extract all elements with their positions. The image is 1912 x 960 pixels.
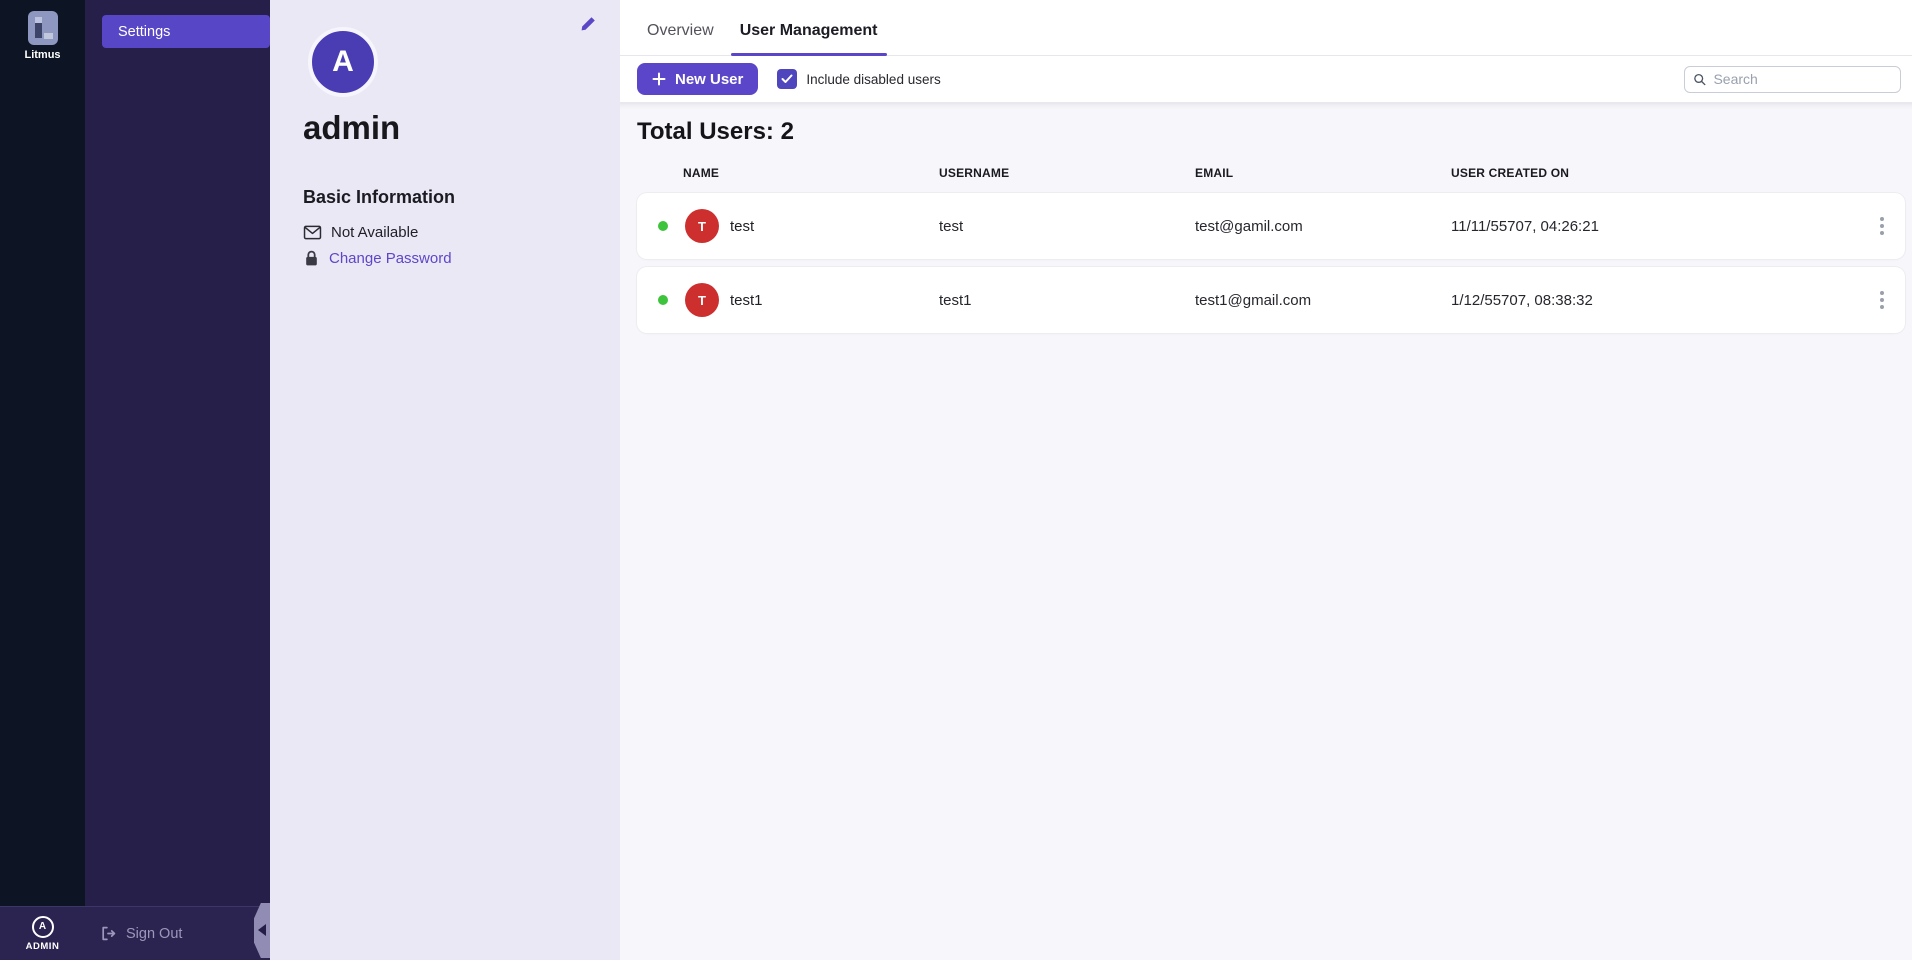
basic-information-title: Basic Information — [303, 187, 456, 207]
brand-name: Litmus — [24, 49, 61, 61]
table-row: T test1 test1 test1@gmail.com 1/12/55707… — [637, 267, 1905, 333]
profile-avatar: A — [308, 27, 378, 97]
table-header-row: NAME USERNAME EMAIL USER CREATED ON — [637, 166, 1905, 180]
search-icon — [1694, 73, 1706, 85]
column-header-created: USER CREATED ON — [1451, 166, 1570, 180]
brand-rail: Litmus A ADMIN — [0, 0, 85, 960]
user-name: test1 — [730, 291, 763, 309]
sidebar-nav: Settings — [85, 0, 270, 960]
email-row: Not Available — [303, 224, 620, 241]
user-row-avatar: T — [685, 283, 719, 317]
include-disabled-checkbox-group[interactable]: Include disabled users — [777, 69, 941, 89]
include-disabled-label: Include disabled users — [806, 71, 941, 87]
mail-icon — [303, 225, 322, 240]
user-created-on: 1/12/55707, 08:38:32 — [1451, 291, 1593, 309]
user-name-cell: T test1 — [637, 283, 939, 317]
tab-overview-label: Overview — [647, 22, 714, 39]
user-created-on: 11/11/55707, 04:26:21 — [1451, 217, 1599, 235]
user-avatar: A — [31, 915, 54, 938]
column-header-username: USERNAME — [939, 166, 1010, 180]
table-row: T test test test@gamil.com 11/11/55707, … — [637, 193, 1905, 259]
sign-out-label: Sign Out — [126, 925, 183, 942]
sidebar-collapse-handle[interactable] — [254, 903, 272, 958]
user-name: test — [730, 217, 755, 235]
change-password-link[interactable]: Change Password — [329, 250, 452, 267]
status-active-dot — [658, 295, 668, 305]
tabs-bar: Overview User Management — [620, 0, 1912, 56]
total-users-heading: Total Users: 2 — [637, 118, 794, 145]
sidebar-item-label: Settings — [118, 23, 171, 40]
profile-display-name: admin — [303, 109, 401, 146]
current-user[interactable]: A ADMIN — [0, 906, 85, 960]
user-management-content: Total Users: 2 NAME USERNAME EMAIL USER … — [620, 103, 1912, 960]
search-input[interactable] — [1713, 71, 1892, 87]
pencil-icon — [581, 16, 595, 30]
chevron-left-icon — [258, 924, 266, 936]
user-name-cell: T test — [637, 209, 939, 243]
user-username: test — [939, 217, 964, 235]
include-disabled-checkbox[interactable] — [777, 69, 798, 89]
column-header-name: NAME — [683, 166, 720, 180]
status-active-dot — [658, 221, 668, 231]
toolbar: New User Include disabled users — [620, 56, 1912, 103]
search-box — [1684, 65, 1901, 93]
row-actions-button[interactable] — [1874, 211, 1890, 241]
check-icon — [781, 74, 793, 83]
lock-icon — [306, 250, 317, 266]
new-user-label: New User — [675, 70, 744, 88]
plus-icon — [652, 72, 666, 86]
user-role-label: ADMIN — [25, 940, 60, 952]
user-email: test1@gmail.com — [1195, 291, 1312, 309]
row-actions-button[interactable] — [1874, 285, 1890, 315]
brand: Litmus — [0, 0, 85, 61]
sign-out-button[interactable]: Sign Out — [85, 906, 270, 960]
logout-icon — [102, 926, 116, 941]
sidebar-item-settings[interactable]: Settings — [102, 15, 270, 48]
email-status: Not Available — [331, 224, 419, 241]
main-area: Overview User Management New User — [620, 0, 1912, 960]
litmus-logo-icon — [27, 11, 58, 45]
profile-panel: A admin Basic Information Not Available … — [270, 0, 620, 960]
column-header-email: EMAIL — [1195, 166, 1234, 180]
new-user-button[interactable]: New User — [637, 63, 759, 95]
tab-user-management[interactable]: User Management — [730, 22, 887, 56]
tab-overview[interactable]: Overview — [638, 22, 723, 55]
tab-user-management-label: User Management — [739, 22, 878, 39]
user-table: T test test test@gamil.com 11/11/55707, … — [637, 193, 1912, 333]
user-username: test1 — [939, 291, 972, 309]
edit-profile-button[interactable] — [578, 15, 598, 35]
user-row-avatar: T — [685, 209, 719, 243]
active-tab-underline — [730, 53, 887, 56]
user-email: test@gamil.com — [1195, 217, 1303, 235]
change-password-row[interactable]: Change Password — [303, 250, 620, 267]
